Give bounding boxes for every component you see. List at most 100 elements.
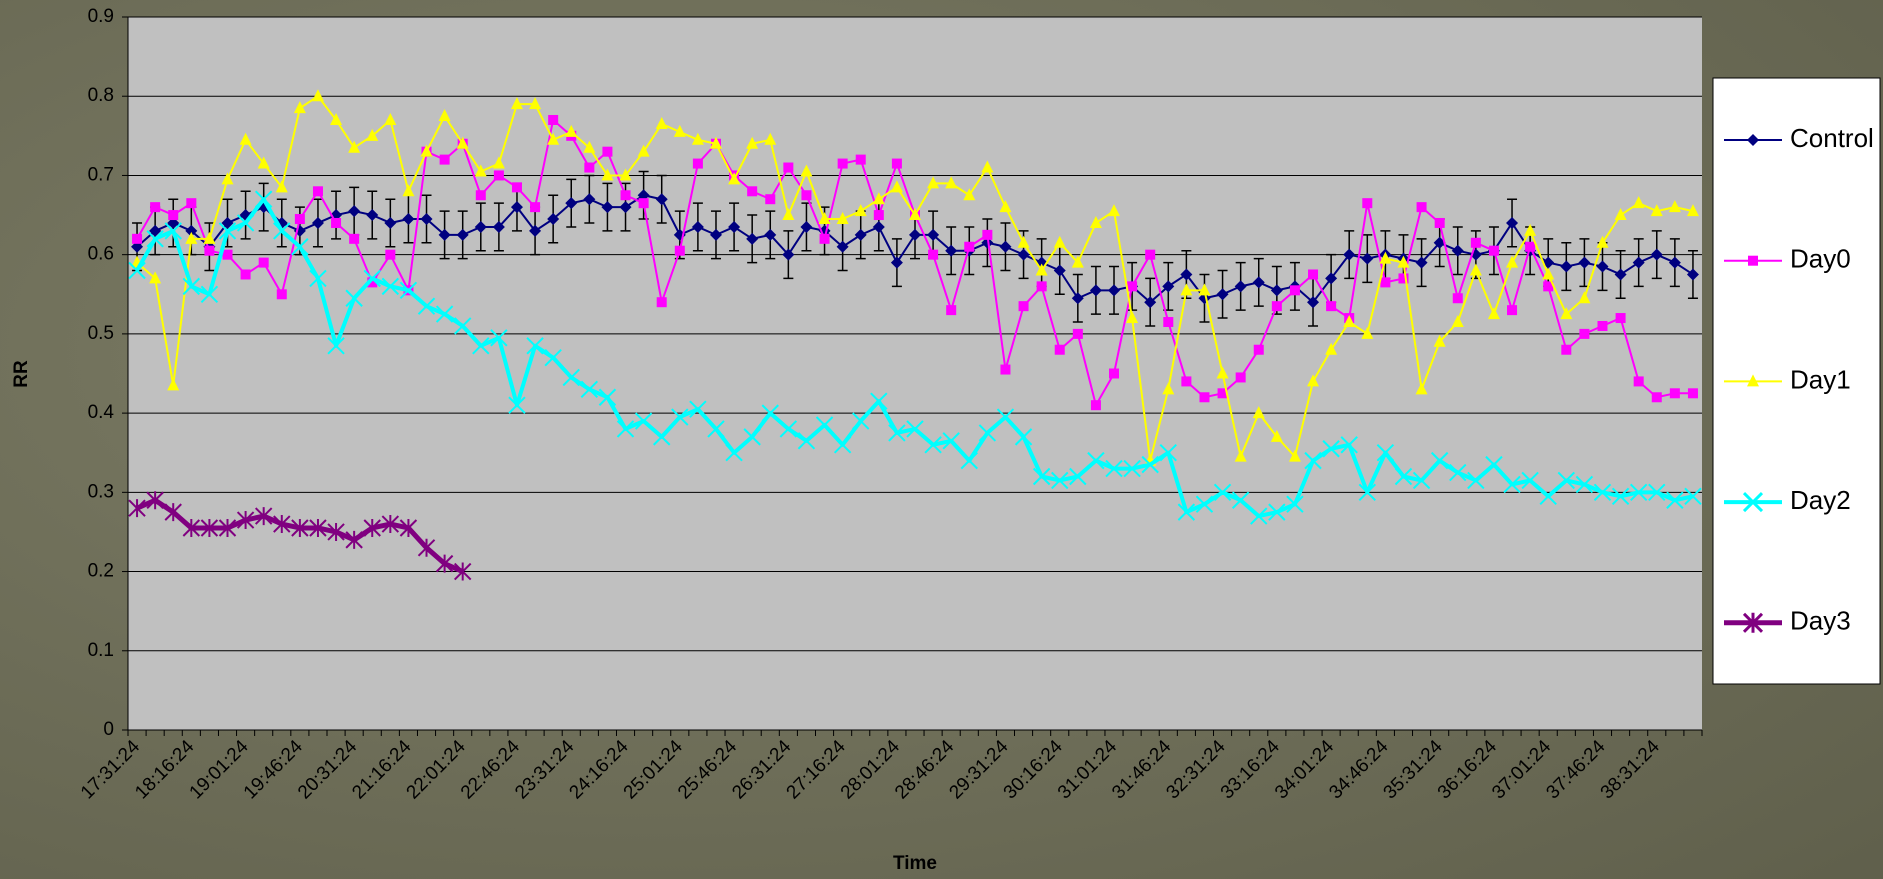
marker <box>1611 487 1630 506</box>
marker <box>1379 251 1392 264</box>
marker <box>222 249 233 260</box>
marker <box>1163 317 1174 328</box>
marker <box>345 289 363 307</box>
marker <box>402 213 415 226</box>
marker <box>1557 471 1576 490</box>
marker <box>743 428 761 446</box>
marker <box>1524 223 1537 236</box>
marker <box>363 269 381 288</box>
marker <box>1433 236 1446 249</box>
marker <box>294 214 305 225</box>
marker <box>1575 475 1594 494</box>
marker <box>1525 241 1536 252</box>
marker <box>1159 444 1177 462</box>
marker <box>529 97 542 110</box>
marker <box>399 518 418 537</box>
marker <box>1629 483 1648 502</box>
marker <box>1017 248 1030 261</box>
marker <box>1177 503 1196 521</box>
marker <box>275 180 288 193</box>
marker <box>620 190 631 201</box>
marker <box>1162 280 1175 293</box>
marker <box>873 210 884 221</box>
marker <box>656 297 667 308</box>
marker <box>963 188 976 201</box>
marker <box>1322 440 1340 458</box>
marker <box>363 518 381 537</box>
marker <box>1127 281 1138 292</box>
marker <box>200 285 219 303</box>
marker <box>1503 475 1521 494</box>
marker <box>1343 248 1356 261</box>
marker <box>580 380 599 399</box>
marker <box>381 277 400 296</box>
marker <box>601 201 614 214</box>
y-tick-label: 0.4 <box>88 402 115 423</box>
marker <box>1289 285 1300 296</box>
legend-label: Control <box>1790 123 1874 153</box>
marker <box>981 160 994 173</box>
marker <box>764 228 777 241</box>
marker <box>1325 272 1338 285</box>
marker <box>1162 382 1175 395</box>
marker <box>128 261 146 280</box>
y-tick-label: 0.8 <box>88 85 114 106</box>
marker <box>492 220 505 233</box>
marker <box>1054 344 1065 355</box>
marker <box>1686 204 1699 217</box>
marker <box>1270 429 1283 442</box>
marker <box>562 368 580 387</box>
marker <box>1412 471 1431 490</box>
marker <box>1198 283 1211 296</box>
marker <box>438 228 451 241</box>
marker <box>1234 280 1247 293</box>
marker <box>1089 284 1102 297</box>
marker <box>765 194 776 205</box>
marker <box>924 436 942 454</box>
y-tick-label: 0 <box>103 719 114 740</box>
marker <box>1308 269 1319 280</box>
marker <box>1578 291 1591 304</box>
marker <box>1017 235 1030 248</box>
marker <box>872 192 885 205</box>
marker <box>909 228 921 241</box>
marker <box>510 97 523 110</box>
marker <box>1250 507 1268 525</box>
legend-marker <box>1742 492 1764 513</box>
marker <box>692 158 703 169</box>
marker <box>927 176 940 189</box>
marker <box>1000 364 1011 375</box>
marker <box>637 144 650 157</box>
marker <box>327 337 345 355</box>
marker <box>801 190 812 201</box>
marker <box>674 245 685 256</box>
marker <box>906 420 924 438</box>
y-tick-label: 0.7 <box>88 164 114 185</box>
marker <box>1286 495 1304 513</box>
marker <box>1144 296 1157 309</box>
marker <box>254 190 273 208</box>
marker <box>456 136 469 149</box>
marker <box>1633 376 1644 387</box>
plot-area <box>128 17 1702 730</box>
marker <box>1053 264 1066 277</box>
marker <box>1108 284 1121 297</box>
y-axis-title: RR <box>11 360 32 388</box>
marker <box>273 515 291 534</box>
marker <box>1090 400 1101 411</box>
marker <box>890 256 903 269</box>
marker <box>638 198 649 209</box>
marker <box>1560 307 1573 320</box>
marker <box>475 190 486 201</box>
marker <box>890 180 903 193</box>
marker <box>276 289 287 300</box>
marker <box>474 164 487 177</box>
marker <box>1288 449 1301 462</box>
marker <box>149 224 162 237</box>
marker <box>438 109 451 122</box>
marker <box>240 269 251 280</box>
marker <box>1231 491 1250 509</box>
marker <box>783 162 794 173</box>
marker <box>1651 392 1662 403</box>
marker <box>854 204 867 217</box>
